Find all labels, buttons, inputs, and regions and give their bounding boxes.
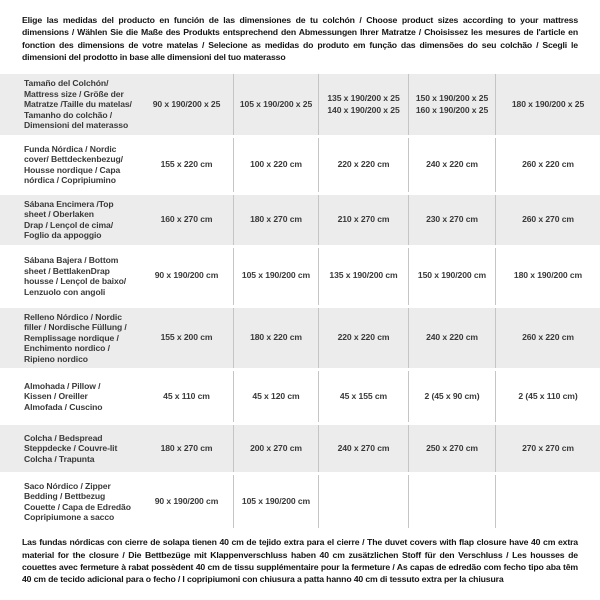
row-label: Sábana Bajera / Bottom sheet / Bettlaken… <box>0 247 140 305</box>
size-cell: 180 x 190/200 cm <box>495 247 600 305</box>
size-cell: 180 x 270 cm <box>140 425 233 473</box>
table-row: Sábana Bajera / Bottom sheet / Bettlaken… <box>0 247 600 305</box>
size-cell: 220 x 220 cm <box>318 137 408 192</box>
table-row: Relleno Nórdico / Nordic filler / Nordis… <box>0 307 600 369</box>
size-cell: 135 x 190/200 x 25 140 x 190/200 x 25 <box>318 74 408 135</box>
row-label: Sábana Encimera /Top sheet / Oberlaken D… <box>0 194 140 245</box>
size-cell: 240 x 220 cm <box>408 307 495 369</box>
size-cell: 150 x 190/200 x 25 160 x 190/200 x 25 <box>408 74 495 135</box>
size-cell: 260 x 220 cm <box>495 137 600 192</box>
row-label: Tamaño del Colchón/ Mattress size / Größ… <box>0 74 140 135</box>
size-cell: 210 x 270 cm <box>318 194 408 245</box>
size-cell: 155 x 200 cm <box>140 307 233 369</box>
size-cell: 100 x 220 cm <box>233 137 318 192</box>
table-row: Almohada / Pillow / Kissen / Oreiller Al… <box>0 371 600 423</box>
table-row: Saco Nórdico / Zipper Bedding / Bettbezu… <box>0 475 600 529</box>
size-cell: 45 x 110 cm <box>140 371 233 423</box>
size-cell: 2 (45 x 110 cm) <box>495 371 600 423</box>
row-label: Relleno Nórdico / Nordic filler / Nordis… <box>0 307 140 369</box>
size-cell: 230 x 270 cm <box>408 194 495 245</box>
size-table: Tamaño del Colchón/ Mattress size / Größ… <box>0 71 600 531</box>
size-cell: 2 (45 x 90 cm) <box>408 371 495 423</box>
size-cell <box>318 475 408 529</box>
footer-note: Las fundas nórdicas con cierre de solapa… <box>22 537 578 585</box>
size-cell: 105 x 190/200 x 25 <box>233 74 318 135</box>
row-label: Funda Nórdica / Nordic cover/ Bettdecken… <box>0 137 140 192</box>
size-cell: 160 x 270 cm <box>140 194 233 245</box>
size-cell: 240 x 270 cm <box>318 425 408 473</box>
table-row: Tamaño del Colchón/ Mattress size / Größ… <box>0 74 600 135</box>
size-cell: 240 x 220 cm <box>408 137 495 192</box>
size-cell: 200 x 270 cm <box>233 425 318 473</box>
size-cell: 150 x 190/200 cm <box>408 247 495 305</box>
size-cell: 90 x 190/200 cm <box>140 247 233 305</box>
size-cell: 135 x 190/200 cm <box>318 247 408 305</box>
intro-paragraph: Elige las medidas del producto en funció… <box>22 15 578 63</box>
size-cell: 180 x 190/200 x 25 <box>495 74 600 135</box>
size-cell: 105 x 190/200 cm <box>233 247 318 305</box>
row-label: Almohada / Pillow / Kissen / Oreiller Al… <box>0 371 140 423</box>
size-cell: 180 x 270 cm <box>233 194 318 245</box>
size-cell: 180 x 220 cm <box>233 307 318 369</box>
size-cell <box>408 475 495 529</box>
size-cell: 220 x 220 cm <box>318 307 408 369</box>
size-cell: 90 x 190/200 x 25 <box>140 74 233 135</box>
table-row: Colcha / Bedspread Steppdecke / Couvre-l… <box>0 425 600 473</box>
row-label: Saco Nórdico / Zipper Bedding / Bettbezu… <box>0 475 140 529</box>
size-cell: 260 x 220 cm <box>495 307 600 369</box>
size-cell <box>495 475 600 529</box>
size-cell: 105 x 190/200 cm <box>233 475 318 529</box>
size-cell: 45 x 120 cm <box>233 371 318 423</box>
size-cell: 250 x 270 cm <box>408 425 495 473</box>
row-label: Colcha / Bedspread Steppdecke / Couvre-l… <box>0 425 140 473</box>
size-cell: 155 x 220 cm <box>140 137 233 192</box>
size-cell: 270 x 270 cm <box>495 425 600 473</box>
size-cell: 45 x 155 cm <box>318 371 408 423</box>
size-cell: 260 x 270 cm <box>495 194 600 245</box>
size-cell: 90 x 190/200 cm <box>140 475 233 529</box>
table-row: Funda Nórdica / Nordic cover/ Bettdecken… <box>0 137 600 192</box>
table-row: Sábana Encimera /Top sheet / Oberlaken D… <box>0 194 600 245</box>
